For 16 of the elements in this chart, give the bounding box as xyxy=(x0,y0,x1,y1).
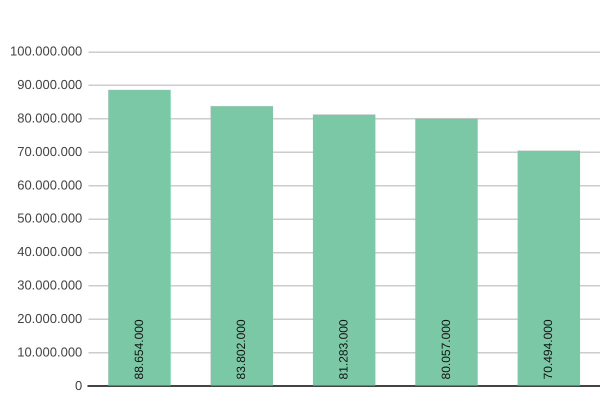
y-tick-label: 60.000.000 xyxy=(17,177,82,192)
y-tick-label: 20.000.000 xyxy=(17,310,82,326)
y-tick-label: 30.000.000 xyxy=(17,278,82,293)
y-tick-label: 80.000.000 xyxy=(17,110,82,126)
y-tick-label: 100.000.000 xyxy=(10,44,82,59)
y-tick-label: 90.000.000 xyxy=(17,77,82,92)
y-tick-label: 10.000.000 xyxy=(17,344,82,360)
y-tick-label: 0 xyxy=(75,378,82,393)
data-label: 80.057.000 xyxy=(438,319,453,380)
y-tick-label: 70.000.000 xyxy=(17,144,82,159)
y-tick-label: 40.000.000 xyxy=(17,244,82,260)
data-label: 88.654.000 xyxy=(132,319,146,380)
data-label: 81.283.000 xyxy=(336,319,350,380)
data-label: 70.494.000 xyxy=(541,319,556,380)
data-label: 83.802.000 xyxy=(234,319,248,380)
y-tick-label: 50.000.000 xyxy=(17,210,82,226)
